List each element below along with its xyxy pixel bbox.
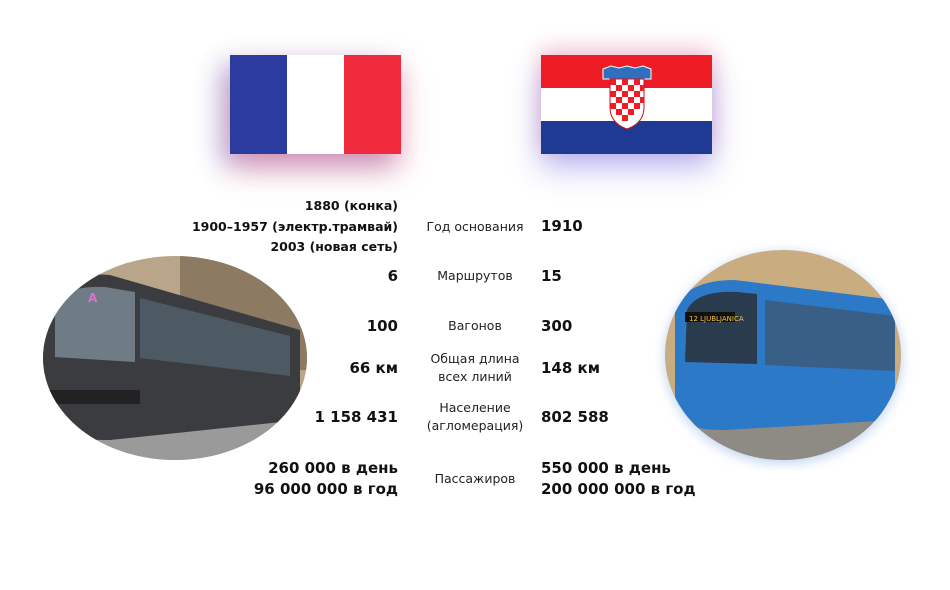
text-line: 1910 <box>541 217 583 236</box>
france-value: 66 км <box>349 359 398 377</box>
text-line: 96 000 000 в год <box>253 480 398 498</box>
france-value: 1880 (конка) 1900–1957 (электр.трамвай) 20… <box>192 196 398 258</box>
france-value: 1 158 431 <box>314 408 398 426</box>
row-label: Вагонов <box>415 317 535 335</box>
croatia-value: 550 000 в день 200 000 000 в год <box>541 458 696 500</box>
svg-text:A: A <box>88 291 98 305</box>
row-label: Год основания <box>415 218 535 236</box>
text-line: 66 км <box>349 359 398 377</box>
text-line: Вагонов <box>448 318 502 333</box>
text-line: Маршрутов <box>437 268 513 283</box>
france-value: 260 000 в день 96 000 000 в год <box>254 458 398 500</box>
text-line: 15 <box>541 266 562 285</box>
text-line: 2003 (новая сеть) <box>270 239 398 254</box>
text-line: 6 <box>387 267 398 285</box>
text-line: 148 км <box>541 358 600 377</box>
text-line: Год основания <box>426 218 524 234</box>
flag-croatia <box>541 55 712 154</box>
croatia-value: 802 588 <box>541 407 609 428</box>
row-label: Маршрутов <box>415 267 535 285</box>
text-line: 1900–1957 (электр.трамвай) <box>191 218 398 234</box>
france-value: 6 <box>388 266 398 286</box>
flag-france <box>230 55 401 154</box>
text-line: 802 588 <box>541 407 609 426</box>
text-line: 1 158 431 <box>314 408 398 426</box>
row-label: Пассажиров <box>415 470 535 488</box>
text-line: 100 <box>366 317 398 335</box>
text-line: (агломерация) <box>426 418 524 433</box>
croatia-value: 300 <box>541 316 572 337</box>
croatia-value: 15 <box>541 266 562 287</box>
croatia-value: 1910 <box>541 216 583 237</box>
row-label: Население (агломерация) <box>415 399 535 435</box>
row-label: Общая длина всех линий <box>415 350 535 386</box>
tram-photo-bordeaux: A <box>43 256 307 460</box>
text-line: Население <box>439 400 511 415</box>
croatia-value: 148 км <box>541 358 600 379</box>
france-value: 100 <box>367 316 398 336</box>
text-line: всех линий <box>438 369 512 384</box>
text-line: 200 000 000 в год <box>541 480 696 498</box>
tram-photo-zagreb: 12 LJUBLJANICA <box>665 250 901 463</box>
svg-text:12 LJUBLJANICA: 12 LJUBLJANICA <box>689 315 744 323</box>
text-line: 1880 (конка) <box>304 198 398 213</box>
text-line: Пассажиров <box>434 471 516 486</box>
text-line: 300 <box>541 316 573 335</box>
text-line: 550 000 в день <box>541 459 671 477</box>
text-line: 260 000 в день <box>268 459 398 477</box>
text-line: Общая длина <box>430 351 520 366</box>
